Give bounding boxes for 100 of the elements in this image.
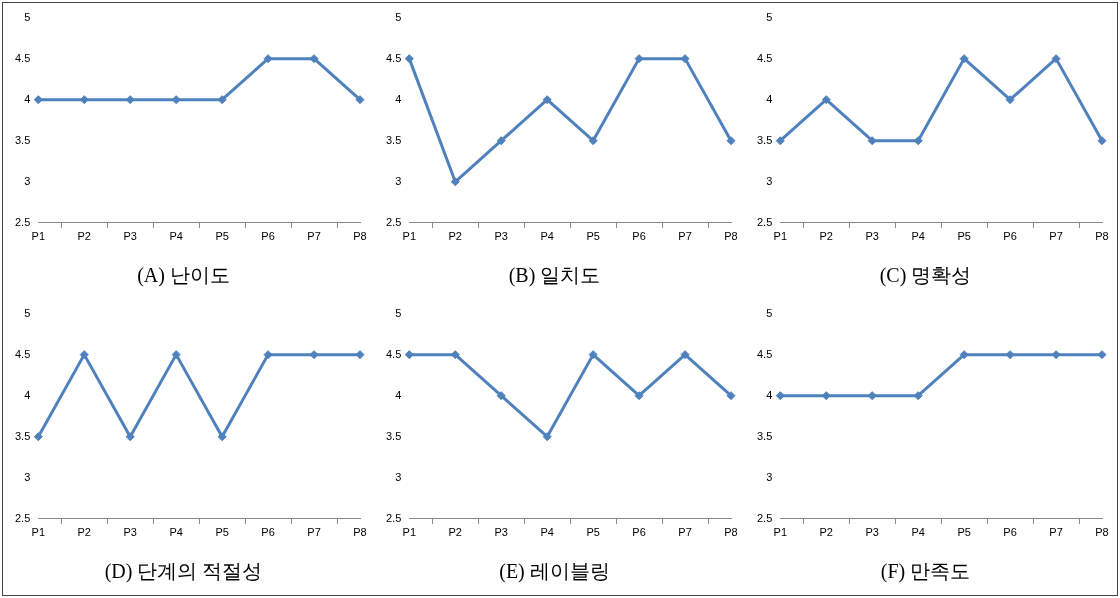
x-tick-label: P1	[31, 230, 46, 243]
point	[1051, 54, 1061, 64]
y-tick-label: 4	[395, 92, 402, 105]
point	[1005, 95, 1015, 105]
x-tick-label: P3	[123, 230, 137, 243]
x-tick-label: P5	[215, 230, 229, 243]
x-tick-label: P3	[123, 526, 137, 539]
x-tick-label: P6	[261, 230, 275, 243]
x-tick-label: P5	[957, 230, 971, 243]
x-tick-label: P2	[77, 526, 91, 539]
x-tick-label: P5	[957, 526, 971, 539]
x-tick-label: P7	[307, 230, 321, 243]
point	[542, 95, 552, 105]
y-tick-label: 4.5	[385, 51, 402, 64]
y-tick-label: 2.5	[14, 511, 31, 524]
x-tick-label: P6	[632, 526, 646, 539]
x-tick-label: P3	[494, 230, 508, 243]
y-tick-label: 3.5	[385, 133, 402, 146]
x-tick-label: P4	[540, 526, 554, 539]
point	[680, 350, 690, 360]
y-tick-label: 3	[395, 470, 402, 483]
y-tick-label: 4	[24, 92, 31, 105]
y-tick-label: 5	[766, 306, 773, 319]
text: (E) 레이블링	[499, 560, 610, 584]
y-tick-label: 2.5	[385, 215, 402, 228]
x-tick-label: P1	[773, 526, 788, 539]
x-tick-label: P2	[819, 230, 833, 243]
point	[588, 136, 598, 146]
y-tick-label: 3.5	[756, 429, 773, 442]
x-tick-label: P1	[402, 230, 417, 243]
y-tick-label: 4.5	[14, 51, 31, 64]
x-tick-label: P8	[353, 526, 367, 539]
x-tick-label: P8	[353, 230, 367, 243]
y-tick-label: 3	[766, 470, 773, 483]
x-tick-label: P4	[169, 526, 183, 539]
x-tick-label: P4	[169, 230, 183, 243]
x-tick-label: P7	[1049, 230, 1063, 243]
point	[404, 350, 414, 360]
text: (C) 명확성	[879, 264, 972, 288]
point	[634, 391, 644, 401]
point	[588, 350, 598, 360]
x-tick-label: P8	[1095, 526, 1109, 539]
x-tick-label: P7	[678, 526, 692, 539]
point	[726, 136, 736, 146]
point	[450, 177, 460, 187]
text: (B) 일치도	[508, 264, 601, 288]
x-tick-label: P1	[402, 526, 417, 539]
point	[404, 54, 414, 64]
y-tick-label: 5	[395, 10, 402, 23]
x-tick-label: P7	[307, 526, 321, 539]
x-tick-label: P5	[586, 230, 600, 243]
x-tick-label: P6	[632, 230, 646, 243]
point	[496, 136, 506, 146]
x-tick-label: P3	[865, 230, 879, 243]
y-tick-label: 3	[395, 174, 402, 187]
point	[867, 136, 877, 146]
x-tick-label: P5	[215, 526, 229, 539]
point	[634, 54, 644, 64]
x-tick-label: P6	[261, 526, 275, 539]
y-tick-label: 4.5	[756, 347, 773, 360]
x-tick-label: P8	[724, 230, 738, 243]
y-tick-label: 5	[766, 10, 773, 23]
x-tick-label: P8	[724, 526, 738, 539]
point	[680, 54, 690, 64]
y-tick-label: 2.5	[756, 215, 773, 228]
text: (F) 만족도	[880, 560, 971, 584]
point	[821, 95, 831, 105]
y-tick-label: 4.5	[14, 347, 31, 360]
point	[775, 136, 785, 146]
x-tick-label: P5	[586, 526, 600, 539]
point	[542, 432, 552, 442]
x-tick-label: P2	[448, 526, 462, 539]
y-tick-label: 5	[24, 306, 31, 319]
y-tick-label: 4	[24, 388, 31, 401]
x-tick-label: P2	[77, 230, 91, 243]
point	[1097, 136, 1107, 146]
x-tick-label: P3	[865, 526, 879, 539]
y-tick-label: 4	[766, 92, 773, 105]
y-tick-label: 4.5	[756, 51, 773, 64]
x-tick-label: P4	[911, 526, 925, 539]
y-tick-label: 2.5	[385, 511, 402, 524]
x-tick-label: P1	[773, 230, 788, 243]
x-tick-label: P1	[31, 526, 46, 539]
y-tick-label: 3	[24, 470, 31, 483]
x-tick-label: P6	[1003, 230, 1017, 243]
point	[496, 391, 506, 401]
x-tick-label: P7	[678, 230, 692, 243]
text: (D) 단계의 적절성	[104, 560, 263, 584]
point	[450, 350, 460, 360]
y-tick-label: 4.5	[385, 347, 402, 360]
y-tick-label: 3.5	[14, 429, 31, 442]
y-tick-label: 2.5	[756, 511, 773, 524]
point	[726, 391, 736, 401]
x-tick-label: P4	[540, 230, 554, 243]
y-tick-label: 3	[766, 174, 773, 187]
x-tick-label: P2	[448, 230, 462, 243]
x-tick-label: P8	[1095, 230, 1109, 243]
y-tick-label: 3.5	[14, 133, 31, 146]
y-tick-label: 3.5	[385, 429, 402, 442]
x-tick-label: P6	[1003, 526, 1017, 539]
